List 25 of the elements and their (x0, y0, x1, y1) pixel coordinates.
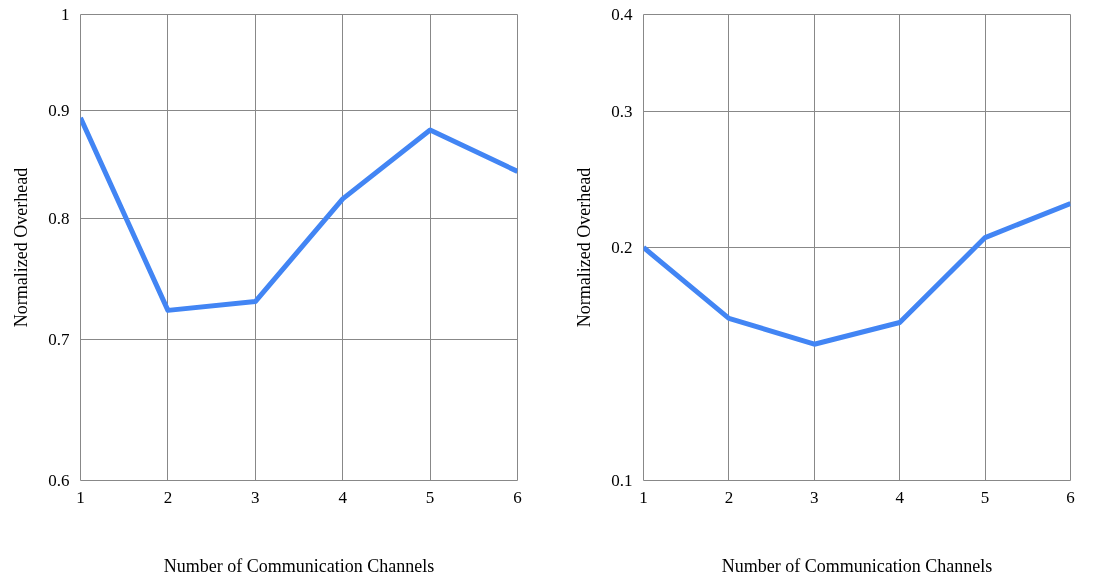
x-tick-label: 1 (76, 487, 85, 507)
x-tick-label: 6 (513, 487, 522, 507)
y-tick-label: 1 (61, 5, 70, 24)
x-axis-title: Number of Communication Channels (163, 555, 435, 576)
x-tick-label: 2 (724, 487, 734, 507)
y-tick-label: 0.9 (48, 101, 70, 121)
x-tick-label: 4 (895, 487, 905, 507)
y-tick-label: 0.3 (611, 101, 633, 121)
y-tick-label: 0.1 (611, 471, 633, 490)
y-tick-label: 0.7 (48, 330, 70, 350)
y-tick-label: 0.8 (48, 208, 70, 228)
x-tick-label: 5 (980, 487, 990, 507)
x-tick-label: 3 (810, 487, 819, 507)
y-axis-title: Normalized Overhead (574, 167, 595, 328)
x-tick-label: 1 (639, 487, 648, 507)
y-tick-label: 0.6 (48, 471, 70, 490)
x-tick-label: 3 (251, 487, 260, 507)
x-axis-title: Number of Communication Channels (721, 555, 993, 576)
x-tick-label: 6 (1066, 487, 1075, 507)
x-tick-label: 2 (163, 487, 173, 507)
y-tick-label: 0.2 (611, 238, 633, 257)
y-tick-label: 0.4 (611, 5, 633, 24)
x-tick-label: 4 (338, 487, 348, 507)
y-axis-title: Normalized Overhead (11, 167, 32, 328)
x-tick-label: 5 (425, 487, 435, 507)
